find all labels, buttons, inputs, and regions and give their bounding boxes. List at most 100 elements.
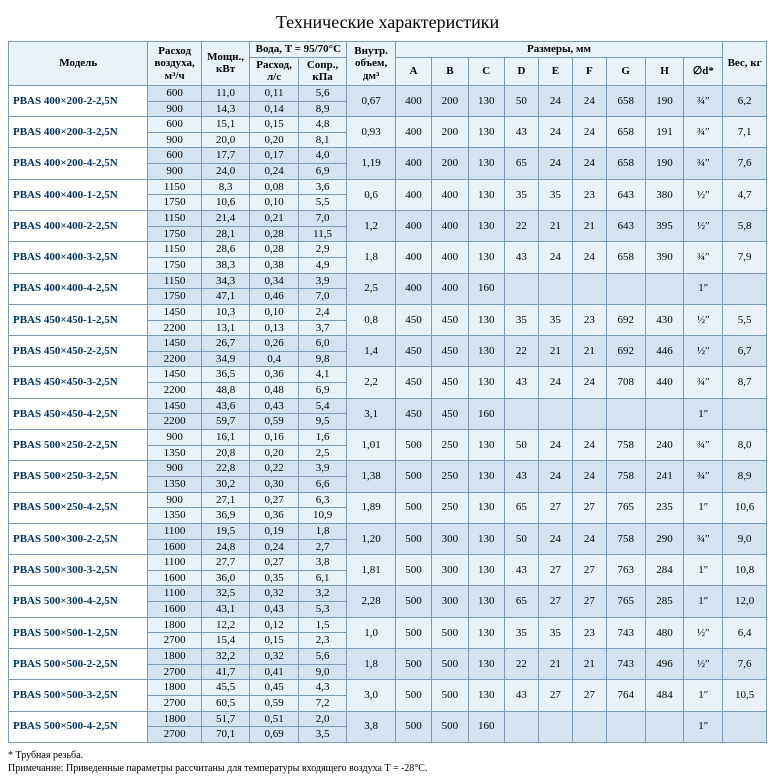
cell: 4,3 xyxy=(298,680,347,696)
col-volume: Внутр. объем, дм³ xyxy=(347,42,396,86)
cell: 43 xyxy=(504,680,538,711)
cell: 0,36 xyxy=(250,508,299,524)
cell: 21 xyxy=(572,336,606,367)
cell-model: PBAS 500×500-2-2,5N xyxy=(9,648,148,679)
cell: 400 xyxy=(395,85,431,116)
cell: 1,89 xyxy=(347,492,396,523)
cell-model: PBAS 450×450-4-2,5N xyxy=(9,398,148,429)
cell: 1,81 xyxy=(347,555,396,586)
page-title: Технические характеристики xyxy=(8,12,767,33)
cell: 0,17 xyxy=(250,148,299,164)
cell: 130 xyxy=(468,211,504,242)
cell xyxy=(645,711,684,742)
cell: 2,28 xyxy=(347,586,396,617)
cell: 8,9 xyxy=(723,461,767,492)
cell: 708 xyxy=(606,367,645,398)
cell: 43 xyxy=(504,367,538,398)
table-row: PBAS 400×200-2-2,5N60011,00,115,60,67400… xyxy=(9,85,767,101)
table-row: PBAS 450×450-3-2,5N145036,50,364,12,2450… xyxy=(9,367,767,383)
cell: 8,3 xyxy=(201,179,250,195)
cell: 400 xyxy=(395,148,431,179)
cell-model: PBAS 500×500-3-2,5N xyxy=(9,680,148,711)
table-row: PBAS 500×500-1-2,5N180012,20,121,51,0500… xyxy=(9,617,767,633)
cell: 400 xyxy=(395,273,431,304)
cell-model: PBAS 500×300-4-2,5N xyxy=(9,586,148,617)
cell-model: PBAS 400×400-3-2,5N xyxy=(9,242,148,273)
cell: 450 xyxy=(432,304,468,335)
cell: 16,1 xyxy=(201,430,250,446)
cell: 3,9 xyxy=(298,461,347,477)
cell: 0,20 xyxy=(250,445,299,461)
cell: 6,9 xyxy=(298,383,347,399)
cell: 600 xyxy=(148,117,201,133)
cell: 24 xyxy=(538,117,572,148)
cell: 130 xyxy=(468,648,504,679)
table-row: PBAS 400×400-1-2,5N11508,30,083,60,64004… xyxy=(9,179,767,195)
cell: 500 xyxy=(432,617,468,648)
cell: 400 xyxy=(395,117,431,148)
cell: 0,27 xyxy=(250,492,299,508)
cell: 24 xyxy=(538,85,572,116)
cell: 900 xyxy=(148,430,201,446)
cell: 450 xyxy=(432,367,468,398)
cell: 2200 xyxy=(148,383,201,399)
cell: 765 xyxy=(606,586,645,617)
cell: 0,08 xyxy=(250,179,299,195)
cell: 9,5 xyxy=(298,414,347,430)
cell xyxy=(572,398,606,429)
cell: 1750 xyxy=(148,289,201,305)
cell xyxy=(538,711,572,742)
cell: 7,6 xyxy=(723,648,767,679)
cell: 2,0 xyxy=(298,711,347,727)
cell: 24,0 xyxy=(201,164,250,180)
cell: 35 xyxy=(538,304,572,335)
cell: 2700 xyxy=(148,633,201,649)
table-row: PBAS 500×250-2-2,5N90016,10,161,61,01500… xyxy=(9,430,767,446)
cell: ¾″ xyxy=(684,461,723,492)
cell: 500 xyxy=(395,711,431,742)
col-d: ∅d* xyxy=(684,57,723,85)
cell: 0,34 xyxy=(250,273,299,289)
cell: 285 xyxy=(645,586,684,617)
cell: 0,69 xyxy=(250,727,299,743)
cell: 1350 xyxy=(148,508,201,524)
cell: 32,5 xyxy=(201,586,250,602)
cell: 130 xyxy=(468,148,504,179)
cell: 4,9 xyxy=(298,257,347,273)
cell: 0,19 xyxy=(250,523,299,539)
cell: 3,7 xyxy=(298,320,347,336)
footnotes: * Трубная резьба. Примечание: Приведенны… xyxy=(8,749,767,775)
cell: 43 xyxy=(504,555,538,586)
cell: 43 xyxy=(504,461,538,492)
table-header: Модель Расход воздуха, м³/ч Мощн., кВт В… xyxy=(9,42,767,86)
cell: 65 xyxy=(504,492,538,523)
cell: 38,3 xyxy=(201,257,250,273)
cell: 1″ xyxy=(684,711,723,742)
cell: 500 xyxy=(395,555,431,586)
cell: 11,5 xyxy=(298,226,347,242)
cell: 1750 xyxy=(148,226,201,242)
cell: 1750 xyxy=(148,195,201,211)
cell: 0,45 xyxy=(250,680,299,696)
cell: 2,9 xyxy=(298,242,347,258)
cell: 43 xyxy=(504,117,538,148)
cell: 34,9 xyxy=(201,351,250,367)
cell: 743 xyxy=(606,648,645,679)
cell: 11,0 xyxy=(201,85,250,101)
table-row: PBAS 500×500-4-2,5N180051,70,512,03,8500… xyxy=(9,711,767,727)
cell: 2,5 xyxy=(298,445,347,461)
cell: 130 xyxy=(468,523,504,554)
cell: 24 xyxy=(538,367,572,398)
cell xyxy=(723,273,767,304)
cell: 758 xyxy=(606,430,645,461)
cell: 21 xyxy=(538,336,572,367)
cell: 0,15 xyxy=(250,117,299,133)
cell: 0,46 xyxy=(250,289,299,305)
cell: 130 xyxy=(468,617,504,648)
cell: 6,0 xyxy=(298,336,347,352)
cell: 0,15 xyxy=(250,633,299,649)
cell: 1,8 xyxy=(298,523,347,539)
cell: 0,93 xyxy=(347,117,396,148)
cell: 0,67 xyxy=(347,85,396,116)
cell: 1100 xyxy=(148,523,201,539)
